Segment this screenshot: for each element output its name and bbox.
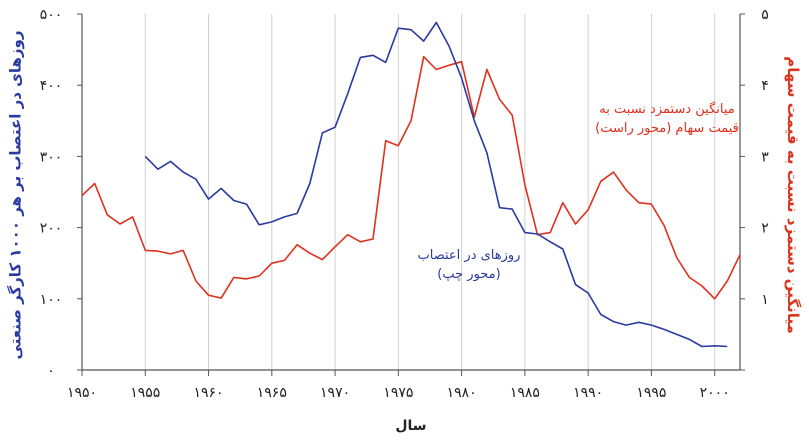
left-tick-label: ۵۰۰ xyxy=(40,7,63,23)
right-tick-labels: ۱ ۲ ۳ ۴ ۵ xyxy=(740,7,769,371)
left-tick-label: ۲۰۰ xyxy=(40,221,63,237)
wage-ratio-line xyxy=(81,55,741,300)
x-tick-label: ۱۹۹۵ xyxy=(636,385,666,401)
left-tick-label: ۰ xyxy=(47,363,55,379)
x-axis-title: سال xyxy=(395,418,426,434)
right-axis-title: میانگین دستمزد نسبت به قیمت سهام xyxy=(784,56,803,334)
x-tick-label: ۲۰۰۰ xyxy=(700,385,730,401)
right-tick-label: ۵ xyxy=(761,7,769,23)
x-tick-label: ۱۹۸۵ xyxy=(510,385,540,401)
left-tick-label: ۳۰۰ xyxy=(40,149,63,165)
wage-annotation-line2: قیمت سهام (محور راست) xyxy=(595,121,739,136)
left-tick-labels: ۰ ۱۰۰ ۲۰۰ ۳۰۰ ۴۰۰ ۵۰۰ xyxy=(40,7,82,379)
x-tick-label: ۱۹۵۰ xyxy=(67,385,97,401)
x-tick-labels: ۱۹۵۰ ۱۹۵۵ ۱۹۶۰ ۱۹۶۵ ۱۹۷۰ ۱۹۷۵ ۱۹۸۰ ۱۹۸۵ ۱۹۹۰ ۱۹۹۵… xyxy=(67,370,730,401)
x-tick-label: ۱۹۶۵ xyxy=(257,385,287,401)
right-axis-title-wrap: میانگین دستمزد نسبت به قیمت سهام xyxy=(780,30,806,360)
right-tick-label: ۴ xyxy=(761,78,769,94)
left-axis-title: روزهای در اعتصاب بر هر ۱۰۰۰ کارگر صنعتی xyxy=(6,30,25,360)
strike-annotation-line2: (محور چپ) xyxy=(437,267,500,282)
strike-days-line xyxy=(144,21,728,348)
x-tick-label: ۱۹۶۰ xyxy=(193,385,223,401)
grid-lines xyxy=(81,14,716,370)
right-tick-label: ۳ xyxy=(761,149,769,165)
x-tick-label: ۱۹۹۰ xyxy=(573,385,603,401)
x-tick-label: ۱۹۷۵ xyxy=(383,385,413,401)
right-tick-label: ۱ xyxy=(761,292,769,308)
strike-annotation-line1: روزهای در اعتصاب xyxy=(418,248,521,263)
left-tick-label: ۱۰۰ xyxy=(40,292,63,308)
left-axis-title-wrap: روزهای در اعتصاب بر هر ۱۰۰۰ کارگر صنعتی xyxy=(2,30,28,360)
wage-annotation-line1: میانگین دستمزد نسبت به xyxy=(599,101,734,117)
right-tick-label: ۲ xyxy=(761,221,769,237)
left-tick-label: ۴۰۰ xyxy=(40,78,63,94)
x-tick-label: ۱۹۸۰ xyxy=(447,385,477,401)
x-tick-label: ۱۹۷۰ xyxy=(320,385,350,401)
x-tick-label: ۱۹۵۵ xyxy=(130,385,160,401)
